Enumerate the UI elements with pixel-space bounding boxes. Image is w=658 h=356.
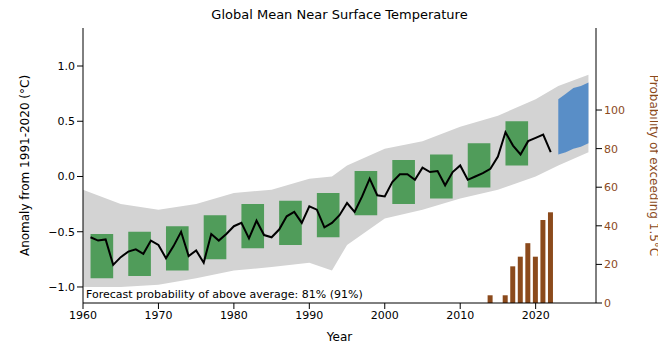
svg-text:2010: 2010 bbox=[446, 309, 474, 322]
html-text:Global Mean Near Surface Tempe: Global Mean Near Surface Temperature bbox=[211, 7, 468, 22]
svg-text:2000: 2000 bbox=[371, 309, 399, 322]
svg-text:−1.0: −1.0 bbox=[48, 281, 75, 294]
html-text:Forecast probability of above: Forecast probability of above average: 8… bbox=[86, 288, 363, 301]
svg-text:Anomaly from 1991-2020 (°C): Anomaly from 1991-2020 (°C) bbox=[18, 75, 32, 256]
svg-text:1990: 1990 bbox=[295, 309, 323, 322]
svg-text:60: 60 bbox=[604, 181, 618, 194]
svg-text:Year: Year bbox=[326, 330, 352, 344]
svg-text:1.0: 1.0 bbox=[58, 60, 76, 73]
svg-text:Probability of exceeding 1.5°C: Probability of exceeding 1.5°C bbox=[647, 75, 650, 257]
svg-text:20: 20 bbox=[604, 258, 618, 271]
svg-text:80: 80 bbox=[604, 143, 618, 156]
svg-text:0.5: 0.5 bbox=[58, 115, 76, 128]
svg-text:1960: 1960 bbox=[69, 309, 97, 322]
svg-text:0: 0 bbox=[604, 297, 611, 310]
svg-text:100: 100 bbox=[604, 104, 625, 117]
svg-text:40: 40 bbox=[604, 220, 618, 233]
svg-text:2020: 2020 bbox=[522, 309, 550, 322]
svg-text:1980: 1980 bbox=[220, 309, 248, 322]
svg-text:1970: 1970 bbox=[144, 309, 172, 322]
svg-text:0.0: 0.0 bbox=[58, 170, 76, 183]
svg-text:−0.5: −0.5 bbox=[48, 226, 75, 239]
